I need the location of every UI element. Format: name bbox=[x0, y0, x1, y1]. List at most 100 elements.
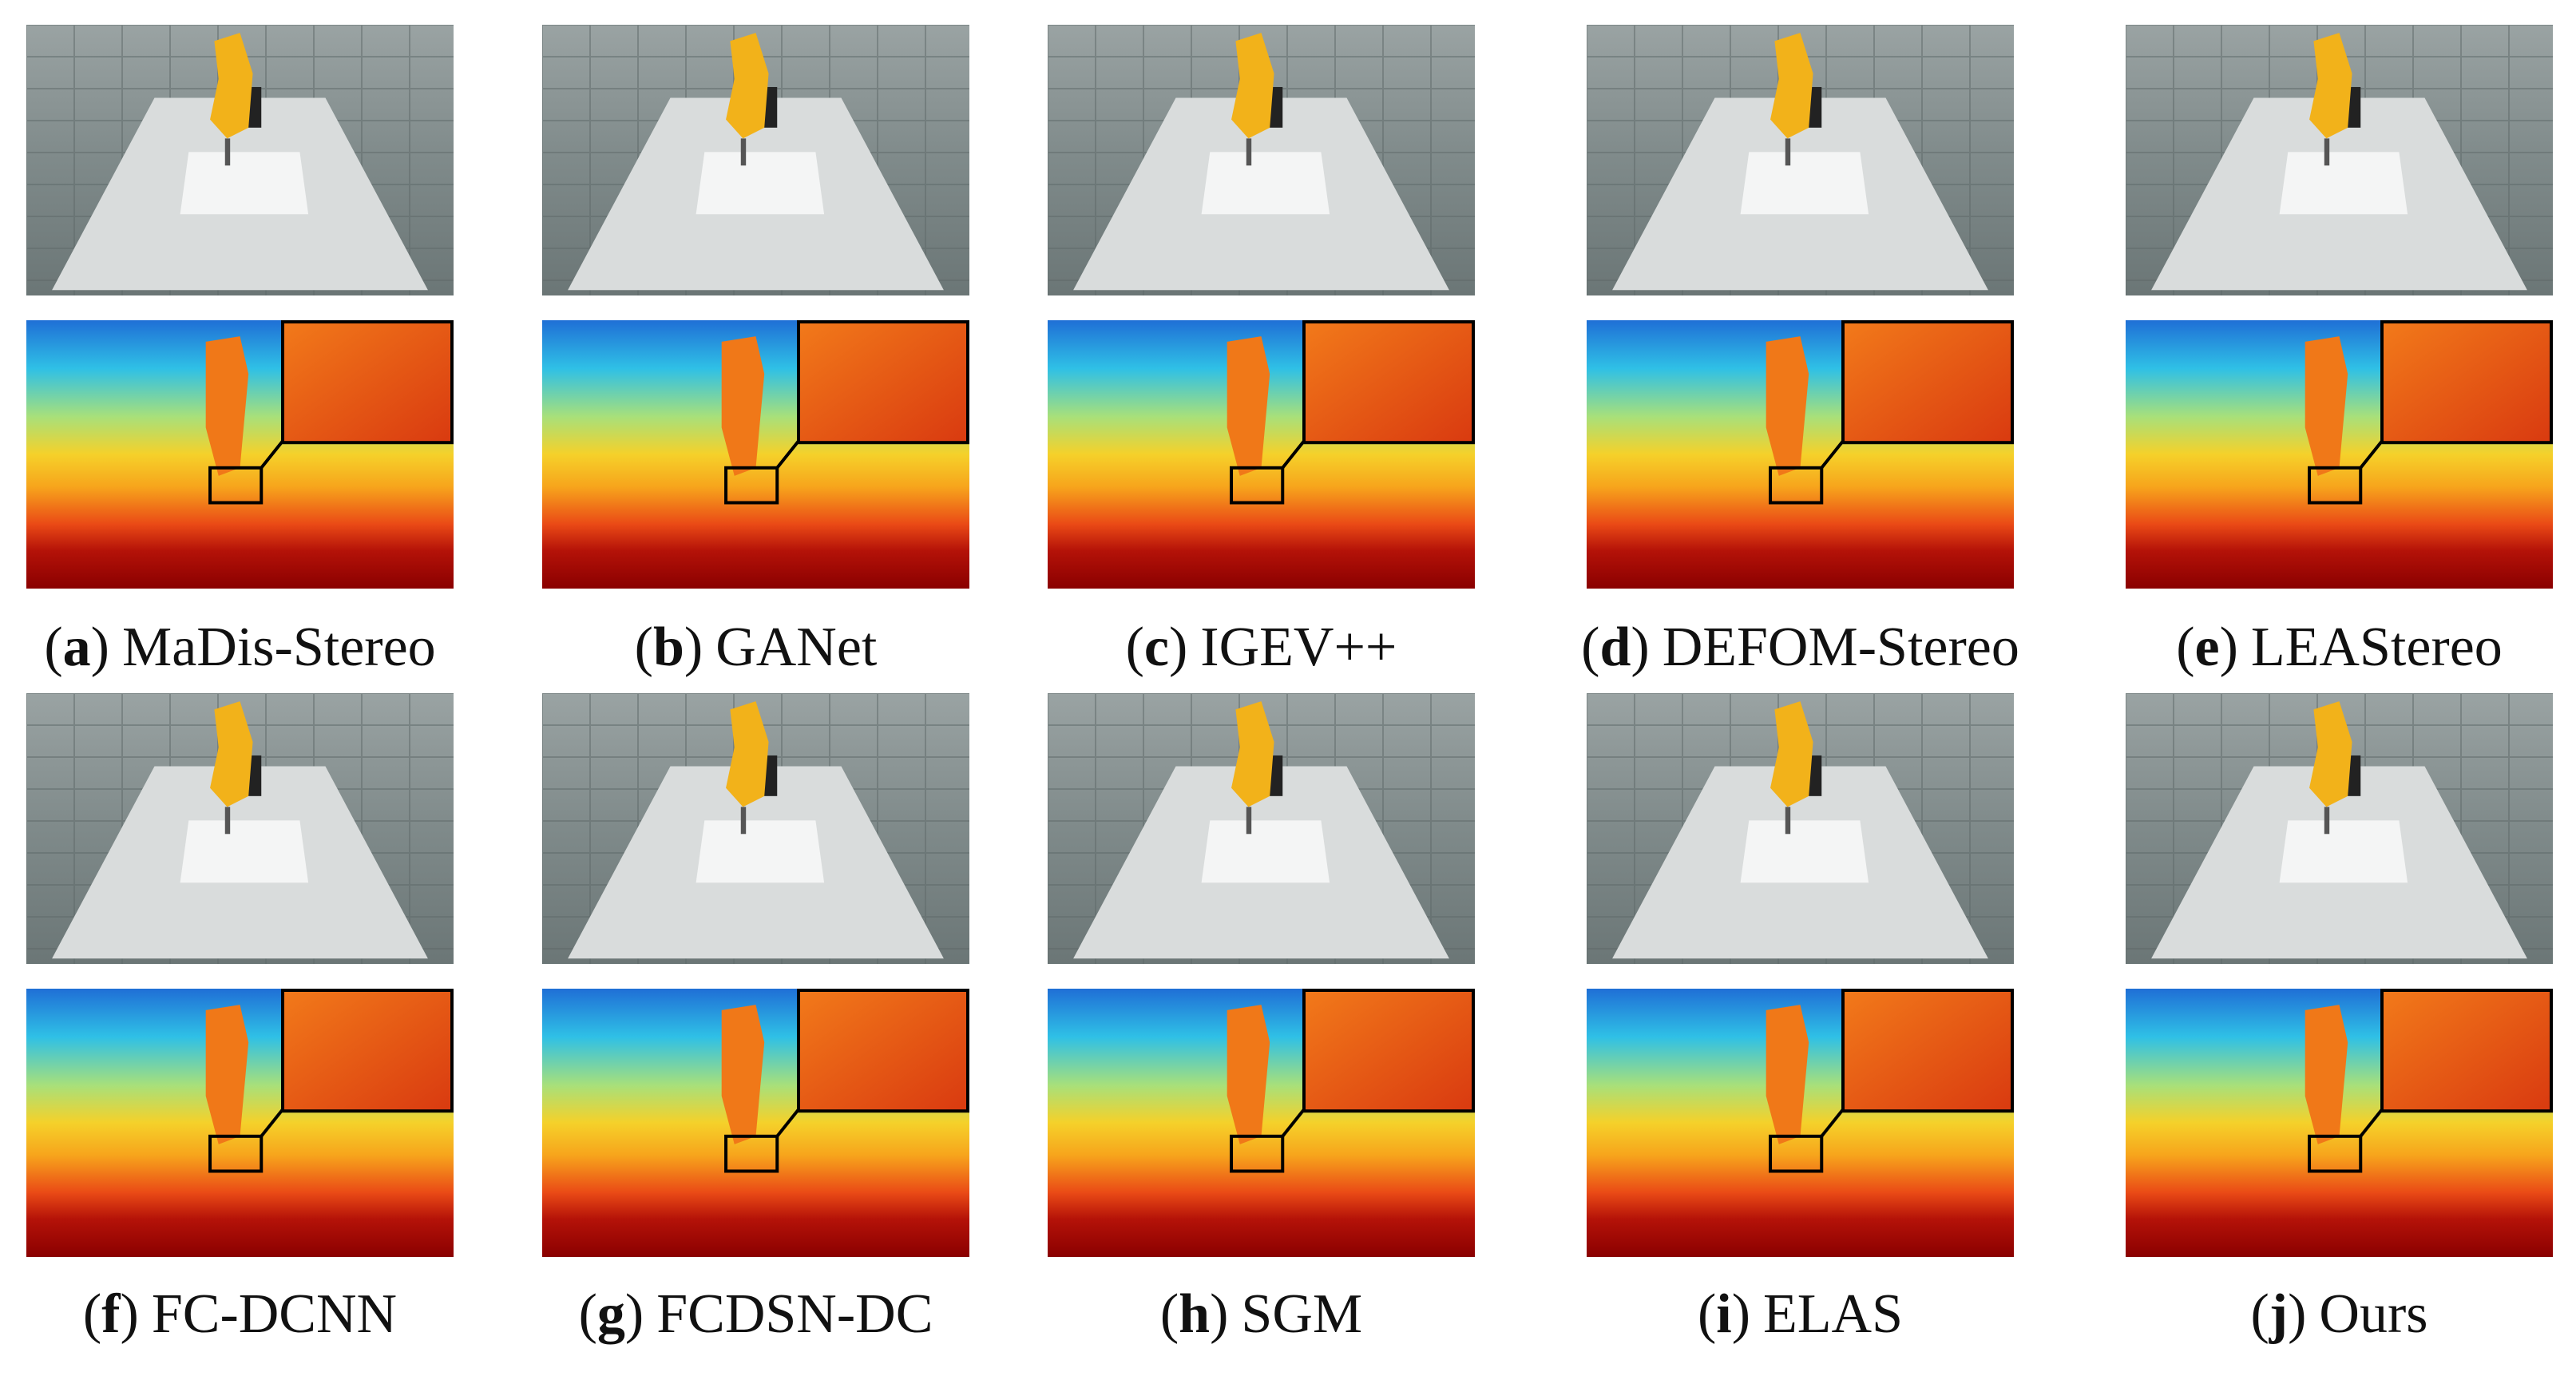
robot-silhouette bbox=[1766, 336, 1809, 476]
robot-arm bbox=[1770, 33, 1813, 139]
caption-bracket: ( bbox=[1160, 1283, 1179, 1345]
caption-bracket: ) bbox=[1169, 617, 1187, 678]
target-square bbox=[1740, 820, 1869, 883]
zoom-box bbox=[2308, 1134, 2363, 1173]
target-square bbox=[1201, 820, 1330, 883]
caption-label: DEFOM-Stereo bbox=[1663, 617, 2019, 678]
caption-letter: g bbox=[597, 1283, 625, 1345]
zoom-box bbox=[724, 1134, 779, 1173]
scene-image bbox=[2126, 25, 2553, 295]
zoom-inset bbox=[2380, 989, 2553, 1113]
robot-silhouette bbox=[205, 336, 249, 476]
caption: (i) ELAS bbox=[1698, 1283, 1903, 1345]
zoom-inset bbox=[1841, 320, 2014, 445]
robot-tool bbox=[1785, 138, 1791, 166]
caption: (h) SGM bbox=[1160, 1283, 1362, 1345]
caption-bracket: ) bbox=[1631, 617, 1649, 678]
caption-bracket: ( bbox=[83, 1283, 101, 1345]
zoom-inset bbox=[797, 989, 969, 1113]
caption-label: MaDis-Stereo bbox=[122, 617, 436, 678]
caption-label: FC-DCNN bbox=[152, 1283, 397, 1345]
zoom-inset bbox=[1841, 989, 2014, 1113]
target-square bbox=[1201, 152, 1330, 215]
scene-image bbox=[1587, 25, 2014, 295]
caption: (a) MaDis-Stereo bbox=[44, 617, 435, 678]
caption-bracket: ( bbox=[579, 1283, 597, 1345]
zoom-connector bbox=[775, 1108, 800, 1138]
robot-silhouette bbox=[1766, 1005, 1809, 1144]
target-square bbox=[1740, 152, 1869, 215]
caption-letter: j bbox=[2269, 1283, 2288, 1345]
robot-tool bbox=[740, 138, 747, 166]
caption-letter: h bbox=[1179, 1283, 1210, 1345]
robot-tool bbox=[740, 807, 747, 835]
zoom-box bbox=[724, 466, 779, 505]
robot-arm bbox=[210, 701, 253, 807]
zoom-box bbox=[208, 466, 264, 505]
caption: (d) DEFOM-Stereo bbox=[1581, 617, 2019, 678]
zoom-box bbox=[1769, 466, 1824, 505]
zoom-box bbox=[1230, 466, 1285, 505]
caption-bracket: ( bbox=[44, 617, 62, 678]
caption-label: SGM bbox=[1241, 1283, 1362, 1345]
disparity-map bbox=[2126, 320, 2553, 589]
caption: (c) IGEV++ bbox=[1126, 617, 1397, 678]
robot-tool bbox=[1246, 807, 1252, 835]
robot-silhouette bbox=[721, 336, 765, 476]
zoom-box bbox=[208, 1134, 264, 1173]
robot-silhouette bbox=[2305, 336, 2348, 476]
caption: (j) Ours bbox=[2250, 1283, 2427, 1345]
caption-label: LEAStereo bbox=[2251, 617, 2503, 678]
disparity-map bbox=[1048, 320, 1475, 589]
caption-letter: b bbox=[653, 617, 684, 678]
robot-arm bbox=[210, 33, 253, 139]
caption-letter: i bbox=[1716, 1283, 1731, 1345]
caption-label: Ours bbox=[2319, 1283, 2427, 1345]
caption-letter: f bbox=[101, 1283, 121, 1345]
scene-image bbox=[26, 693, 454, 964]
disparity-map bbox=[26, 320, 454, 589]
caption-label: ELAS bbox=[1763, 1283, 1903, 1345]
caption-bracket: ) bbox=[625, 1283, 644, 1345]
zoom-box bbox=[2308, 466, 2363, 505]
disparity-map bbox=[1587, 320, 2014, 589]
caption-letter: d bbox=[1599, 617, 1631, 678]
scene-image bbox=[1048, 693, 1475, 964]
robot-arm bbox=[726, 701, 769, 807]
caption-bracket: ( bbox=[2250, 1283, 2269, 1345]
scene-image bbox=[2126, 693, 2553, 964]
caption-bracket: ) bbox=[1210, 1283, 1228, 1345]
scene-image bbox=[542, 25, 969, 295]
caption-letter: c bbox=[1144, 617, 1169, 678]
robot-arm bbox=[1770, 701, 1813, 807]
caption-label: IGEV++ bbox=[1200, 617, 1397, 678]
robot-arm bbox=[726, 33, 769, 139]
robot-silhouette bbox=[1227, 336, 1270, 476]
caption-bracket: ) bbox=[2288, 1283, 2306, 1345]
target-square bbox=[696, 152, 825, 215]
caption-bracket: ) bbox=[2220, 617, 2238, 678]
caption-bracket: ( bbox=[635, 617, 653, 678]
target-square bbox=[180, 820, 309, 883]
scene-image bbox=[542, 693, 969, 964]
zoom-connector bbox=[1281, 1108, 1306, 1138]
zoom-connector bbox=[260, 1108, 284, 1138]
scene-image bbox=[1048, 25, 1475, 295]
disparity-map bbox=[2126, 989, 2553, 1257]
robot-silhouette bbox=[2305, 1005, 2348, 1144]
caption: (g) FCDSN-DC bbox=[579, 1283, 933, 1345]
zoom-inset bbox=[1302, 989, 1475, 1113]
caption-bracket: ) bbox=[684, 617, 703, 678]
zoom-inset bbox=[1302, 320, 1475, 445]
caption-letter: e bbox=[2195, 617, 2220, 678]
robot-tool bbox=[2324, 807, 2330, 835]
zoom-inset bbox=[2380, 320, 2553, 445]
robot-tool bbox=[1246, 138, 1252, 166]
robot-tool bbox=[2324, 138, 2330, 166]
caption-bracket: ( bbox=[1126, 617, 1144, 678]
robot-arm bbox=[2309, 33, 2352, 139]
disparity-map bbox=[542, 989, 969, 1257]
zoom-inset bbox=[281, 320, 454, 445]
zoom-connector bbox=[1281, 439, 1306, 470]
